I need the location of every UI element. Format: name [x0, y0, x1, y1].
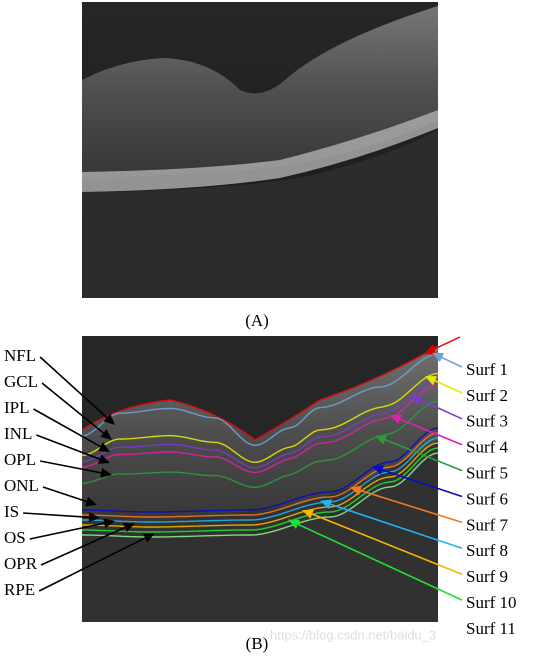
arrow-shaft [330, 503, 463, 550]
arrow-head [97, 442, 110, 452]
arrow [350, 485, 463, 524]
arrow [39, 460, 112, 478]
arrow-head [390, 414, 403, 424]
arrow-shaft [384, 439, 463, 472]
arrow-head [100, 467, 112, 478]
layer-label: ONL [4, 476, 39, 495]
arrow [23, 512, 100, 523]
arrow [29, 518, 115, 540]
arrow-head [122, 522, 135, 533]
arrow-shaft [399, 418, 463, 446]
arrow-head [372, 465, 385, 475]
arrow-head [432, 352, 445, 363]
arrow-shaft [42, 486, 87, 503]
surface-line [81, 378, 439, 469]
layer-label: OS [4, 528, 26, 547]
arrow-shaft [39, 356, 108, 419]
arrow-head [288, 519, 301, 529]
arrow-shaft [297, 523, 463, 601]
arrow [390, 414, 463, 446]
oct-image-a [82, 2, 438, 298]
surface-label: Surf 4 [466, 438, 509, 457]
panel-label: (A) [245, 311, 269, 330]
surface-line [82, 437, 439, 523]
arrow [372, 465, 463, 498]
surface-label: Surf 5 [466, 464, 508, 483]
arrow-shaft [38, 537, 146, 592]
arrow-shaft [36, 434, 101, 460]
surface-line [81, 372, 439, 464]
surface-label: Surf 11 [466, 619, 516, 638]
arrow-head [142, 533, 155, 543]
arrow-shaft [441, 356, 463, 368]
arrow-head [88, 512, 100, 523]
layer-label: IS [4, 502, 19, 521]
layer-label: IPL [4, 398, 30, 417]
arrow-shaft [360, 489, 463, 524]
arrow-head [350, 485, 362, 496]
surface-label: Surf 1 [466, 360, 508, 379]
arrow-shaft [29, 522, 105, 540]
arrow [288, 519, 463, 601]
arrow [375, 435, 463, 472]
arrow [36, 434, 110, 464]
watermark: https://blog.csdn.net/baidu_3 [270, 627, 436, 642]
arrow-shaft [33, 408, 101, 448]
surface-line [82, 447, 439, 533]
arrow-head [97, 454, 110, 464]
oct-image-b [81, 336, 439, 622]
arrow [40, 522, 135, 566]
arrow [42, 486, 97, 507]
arrow-head [425, 376, 438, 386]
surface-line [82, 427, 439, 513]
layer-label: GCL [4, 372, 38, 391]
layer-label: RPE [4, 580, 35, 599]
surface-line [81, 384, 439, 474]
surface-label: Surf 3 [466, 412, 508, 431]
layer-label: OPL [4, 450, 36, 469]
arrow-head [103, 413, 115, 425]
arrow-shaft [40, 526, 126, 566]
arrow-head [375, 435, 388, 445]
arrow [425, 376, 463, 394]
arrow-head [302, 509, 315, 519]
surface-line [81, 353, 439, 447]
arrow-shaft [23, 512, 90, 519]
arrow [302, 509, 463, 575]
arrow-shaft [41, 382, 104, 434]
arrow [38, 533, 155, 592]
arrow-head [103, 518, 115, 529]
arrow-shaft [434, 379, 463, 394]
arrow-head [84, 496, 97, 507]
arrow [320, 499, 463, 550]
layer-label: NFL [4, 346, 36, 365]
layer-label: OPR [4, 554, 38, 573]
surface-label: Surf 2 [466, 386, 508, 405]
arrow-head [410, 395, 423, 405]
arrow-shaft [419, 399, 463, 420]
surface-line [82, 442, 439, 528]
surface-label: Surf 10 [466, 593, 517, 612]
arrow-shaft [382, 469, 463, 498]
arrow [410, 395, 463, 420]
arrow [41, 382, 112, 440]
surface-label: Surf 8 [466, 541, 508, 560]
panel-label: (B) [246, 634, 269, 653]
arrow-shaft [39, 460, 102, 474]
surface-label: Surf 9 [466, 567, 508, 586]
arrow-head [320, 499, 333, 510]
surface-line [82, 452, 439, 538]
arrow [39, 356, 115, 425]
surface-label: Surf 6 [466, 489, 508, 508]
arrow-head [100, 429, 112, 440]
surface-label: Surf 7 [466, 515, 509, 534]
arrow [432, 352, 463, 368]
red-arrow [424, 336, 461, 355]
arrow-shaft [311, 513, 463, 575]
layer-label: INL [4, 424, 32, 443]
arrow [33, 408, 110, 452]
